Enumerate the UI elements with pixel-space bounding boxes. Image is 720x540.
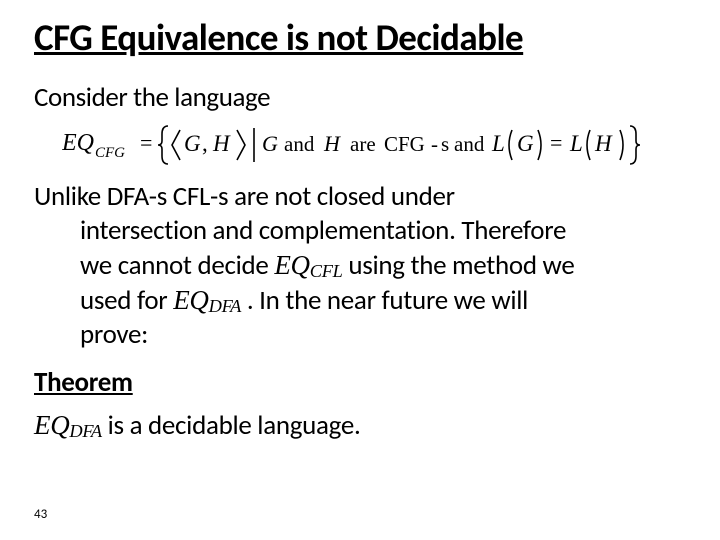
theorem-label: Theorem xyxy=(34,366,686,399)
svg-text:,: , xyxy=(202,131,208,156)
svg-text:L: L xyxy=(491,131,505,156)
body-line4a: used for xyxy=(80,284,173,317)
body-line3a: we cannot decide xyxy=(80,249,274,282)
set-formula: EQ CFG = G , H G and H are CFG - s and xyxy=(34,122,686,168)
body-line2: intersection and complementation. Theref… xyxy=(80,214,566,247)
eq-dfa-base: EQ xyxy=(173,285,208,315)
page-number: 43 xyxy=(34,507,47,522)
svg-text:=: = xyxy=(550,130,562,155)
body-line1: Unlike DFA-s CFL-s are not closed under xyxy=(34,180,455,213)
eq-dfa-sub: DFA xyxy=(209,296,241,316)
svg-text:G: G xyxy=(262,131,278,156)
eq-base: EQ xyxy=(62,130,94,156)
final-eq-sub: DFA xyxy=(69,421,101,441)
page-title: CFG Equivalence is not Decidable xyxy=(34,18,686,59)
formula-svg: EQ CFG = G , H G and H are CFG - s and xyxy=(62,122,682,168)
body-line5: prove: xyxy=(80,318,148,351)
svg-text:-: - xyxy=(431,132,438,156)
intro-text: Consider the language xyxy=(34,81,686,114)
svg-text:EQ: EQ xyxy=(62,130,94,156)
svg-text:H: H xyxy=(594,131,613,156)
svg-text:L: L xyxy=(569,131,583,156)
eq-cfl-base: EQ xyxy=(274,250,309,280)
svg-text:G: G xyxy=(184,131,201,156)
body-paragraph: Unlike DFA-s CFL-s are not closed under … xyxy=(34,180,686,352)
svg-text:CFG: CFG xyxy=(384,132,425,156)
final-rest: is a decidable language. xyxy=(102,409,361,442)
final-eq-base: EQ xyxy=(34,410,69,440)
final-statement: EQDFA is a decidable language. xyxy=(34,409,686,442)
svg-text:H: H xyxy=(212,131,231,156)
svg-text:=: = xyxy=(140,130,152,155)
svg-text:CFG: CFG xyxy=(95,145,125,161)
eq-cfl-sub: CFL xyxy=(310,261,343,281)
slide: CFG Equivalence is not Decidable Conside… xyxy=(0,0,720,540)
svg-text:s: s xyxy=(441,132,449,156)
svg-text:are: are xyxy=(350,132,376,156)
body-line4b: . In the near future we will xyxy=(241,284,528,317)
body-line3b: using the method we xyxy=(343,249,575,282)
svg-text:and: and xyxy=(284,132,315,156)
svg-text:and: and xyxy=(454,132,485,156)
svg-text:G: G xyxy=(517,131,534,156)
svg-text:H: H xyxy=(323,131,341,156)
